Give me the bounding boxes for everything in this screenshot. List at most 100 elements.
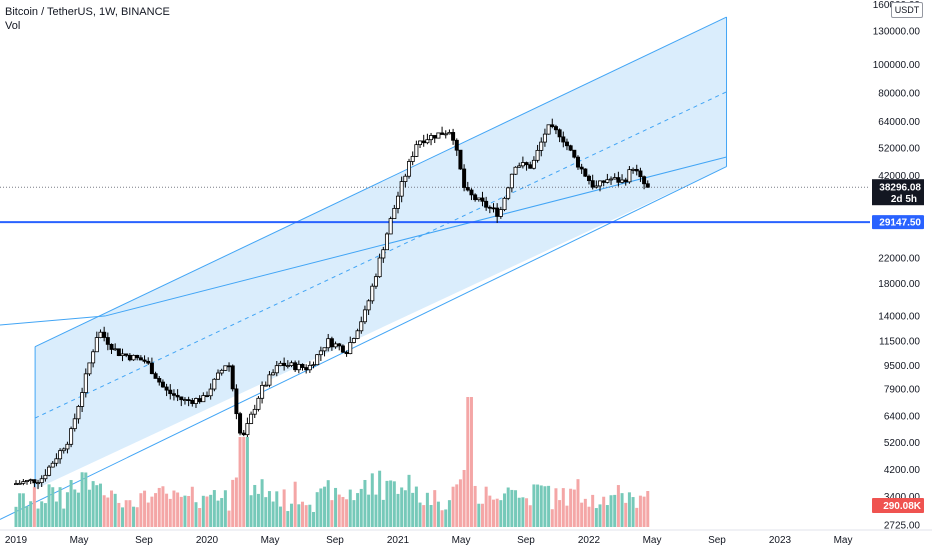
volume-bar bbox=[18, 493, 22, 527]
candle-body bbox=[105, 337, 110, 345]
candle-body bbox=[575, 156, 580, 168]
candle-body bbox=[249, 413, 254, 424]
currency-unit-badge[interactable]: USDT bbox=[891, 2, 923, 18]
volume-bar bbox=[146, 502, 150, 527]
level-tag: 29147.50 bbox=[872, 215, 924, 230]
volume-bar bbox=[91, 481, 95, 527]
volume-bar bbox=[143, 490, 147, 527]
volume-bar bbox=[121, 507, 125, 527]
volume-bar bbox=[161, 486, 165, 527]
candle-body bbox=[36, 482, 41, 485]
volume-bar bbox=[113, 493, 117, 527]
chart-header: Bitcoin / TetherUS, 1W, BINANCE Vol bbox=[5, 6, 170, 32]
candle-body bbox=[274, 365, 279, 374]
candle-body bbox=[623, 179, 628, 183]
candle-body bbox=[282, 362, 287, 367]
volume-bar bbox=[525, 498, 529, 527]
candle-body bbox=[605, 179, 610, 183]
volume-bar bbox=[352, 500, 356, 527]
candle-body bbox=[300, 363, 305, 368]
volume-bar bbox=[168, 498, 172, 527]
volume-bar bbox=[517, 497, 521, 527]
volume-bar bbox=[440, 510, 444, 527]
volume-bar bbox=[150, 496, 154, 527]
price-tick-label: 130000.00 bbox=[873, 27, 921, 38]
candle-body bbox=[219, 369, 224, 374]
candle-body bbox=[43, 474, 48, 480]
price-tick-label: 2725.00 bbox=[884, 521, 921, 532]
candle-body bbox=[421, 140, 426, 144]
candle-body bbox=[487, 206, 492, 209]
volume-bar bbox=[484, 486, 488, 527]
candle-body bbox=[410, 156, 415, 162]
volume-bar bbox=[414, 486, 418, 527]
volume-bar bbox=[613, 494, 617, 527]
candle-body bbox=[135, 354, 140, 359]
volume-bar bbox=[536, 484, 540, 527]
price-tick-label: 3400.00 bbox=[884, 492, 921, 503]
volume-tag-text: 290.08K bbox=[883, 501, 922, 512]
candle-body bbox=[186, 399, 191, 401]
volume-bar bbox=[95, 485, 99, 527]
volume-bars bbox=[14, 397, 650, 527]
candle-body bbox=[61, 448, 66, 452]
candle-body bbox=[561, 136, 566, 143]
candle-body bbox=[171, 393, 176, 396]
volume-bar bbox=[381, 499, 385, 527]
volume-bar bbox=[249, 495, 253, 527]
volume-bar bbox=[433, 490, 437, 527]
volume-bar bbox=[209, 494, 213, 527]
volume-bar bbox=[473, 485, 477, 527]
volume-bar bbox=[539, 485, 543, 527]
volume-label: Vol bbox=[5, 20, 21, 32]
candle-body bbox=[322, 347, 327, 352]
candle-body bbox=[98, 331, 103, 339]
channel-fill bbox=[35, 17, 727, 490]
candle-body bbox=[572, 149, 577, 158]
time-tick-label: May bbox=[643, 535, 662, 546]
candle-body bbox=[451, 132, 456, 141]
candle-body bbox=[238, 413, 243, 434]
volume-bar bbox=[506, 487, 510, 527]
candle-body bbox=[65, 443, 70, 450]
volume-bar bbox=[543, 486, 547, 527]
candle-body bbox=[296, 363, 301, 371]
volume-bar bbox=[84, 472, 88, 527]
candle-body bbox=[520, 162, 525, 167]
candle-body bbox=[502, 197, 507, 211]
price-tick-label: 100000.00 bbox=[873, 60, 921, 71]
volume-bar bbox=[561, 488, 565, 527]
volume-bar bbox=[367, 494, 371, 527]
candle-body bbox=[326, 338, 331, 349]
volume-bar bbox=[341, 496, 345, 527]
volume-bar bbox=[616, 485, 620, 527]
candle-body bbox=[245, 423, 250, 436]
last-price-tag-bg bbox=[872, 179, 924, 206]
volume-bar bbox=[282, 489, 286, 527]
candle-body bbox=[498, 209, 503, 217]
candle-body bbox=[94, 337, 99, 353]
volume-bar bbox=[312, 511, 316, 527]
volume-bar bbox=[157, 487, 161, 527]
candle-body bbox=[197, 398, 202, 403]
candle-body bbox=[454, 139, 459, 151]
candle-body bbox=[315, 354, 320, 366]
volume-bar bbox=[492, 499, 495, 527]
volume-bar bbox=[154, 493, 158, 527]
volume-bar bbox=[172, 490, 176, 527]
volume-bar bbox=[98, 483, 102, 527]
candle-body bbox=[587, 175, 592, 182]
volume-bar bbox=[132, 506, 136, 527]
volume-bar bbox=[110, 490, 113, 527]
candle-body bbox=[484, 200, 489, 208]
volume-bar bbox=[319, 488, 323, 527]
candle-body bbox=[531, 159, 536, 169]
volume-bar bbox=[569, 488, 573, 527]
candle-body bbox=[473, 194, 478, 201]
time-tick-label: 2022 bbox=[578, 535, 601, 546]
candle-body bbox=[83, 373, 88, 393]
volume-bar bbox=[646, 491, 650, 527]
candle-body bbox=[359, 321, 364, 332]
